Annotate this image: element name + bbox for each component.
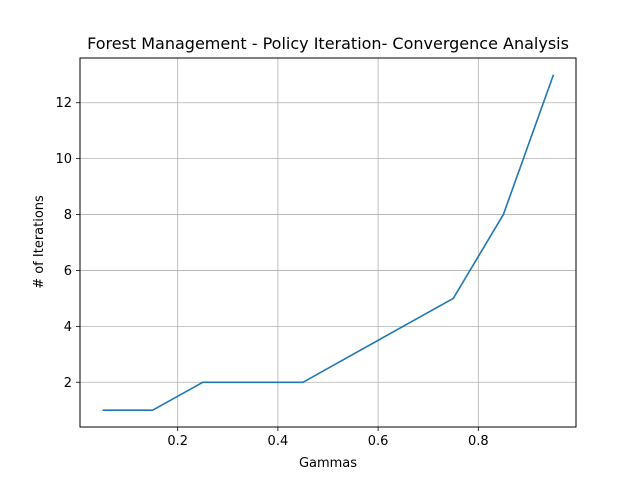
x-tick-label: 0.8 (468, 434, 489, 449)
y-tick-label: 2 (64, 376, 72, 391)
y-axis-label: # of Iterations (32, 195, 47, 289)
chart-title: Forest Management - Policy Iteration- Co… (87, 34, 569, 53)
y-axis-ticks: 2 4 6 8 10 12 (55, 96, 80, 391)
x-tick-label: 0.4 (268, 434, 289, 449)
series-group (102, 74, 555, 412)
series-line (102, 74, 555, 412)
y-tick-label: 8 (64, 208, 72, 223)
y-tick-label: 6 (64, 264, 72, 279)
x-tick-label: 0.6 (368, 434, 389, 449)
y-tick-label: 4 (64, 320, 72, 335)
y-tick-label: 12 (55, 96, 72, 111)
x-axis-ticks: 0.2 0.4 0.6 0.8 (167, 427, 489, 449)
x-axis-label: Gammas (299, 456, 357, 471)
plot-frame (79, 57, 577, 428)
y-tick-label: 10 (55, 152, 72, 167)
grid-lines (80, 58, 576, 427)
x-tick-label: 0.2 (167, 434, 188, 449)
